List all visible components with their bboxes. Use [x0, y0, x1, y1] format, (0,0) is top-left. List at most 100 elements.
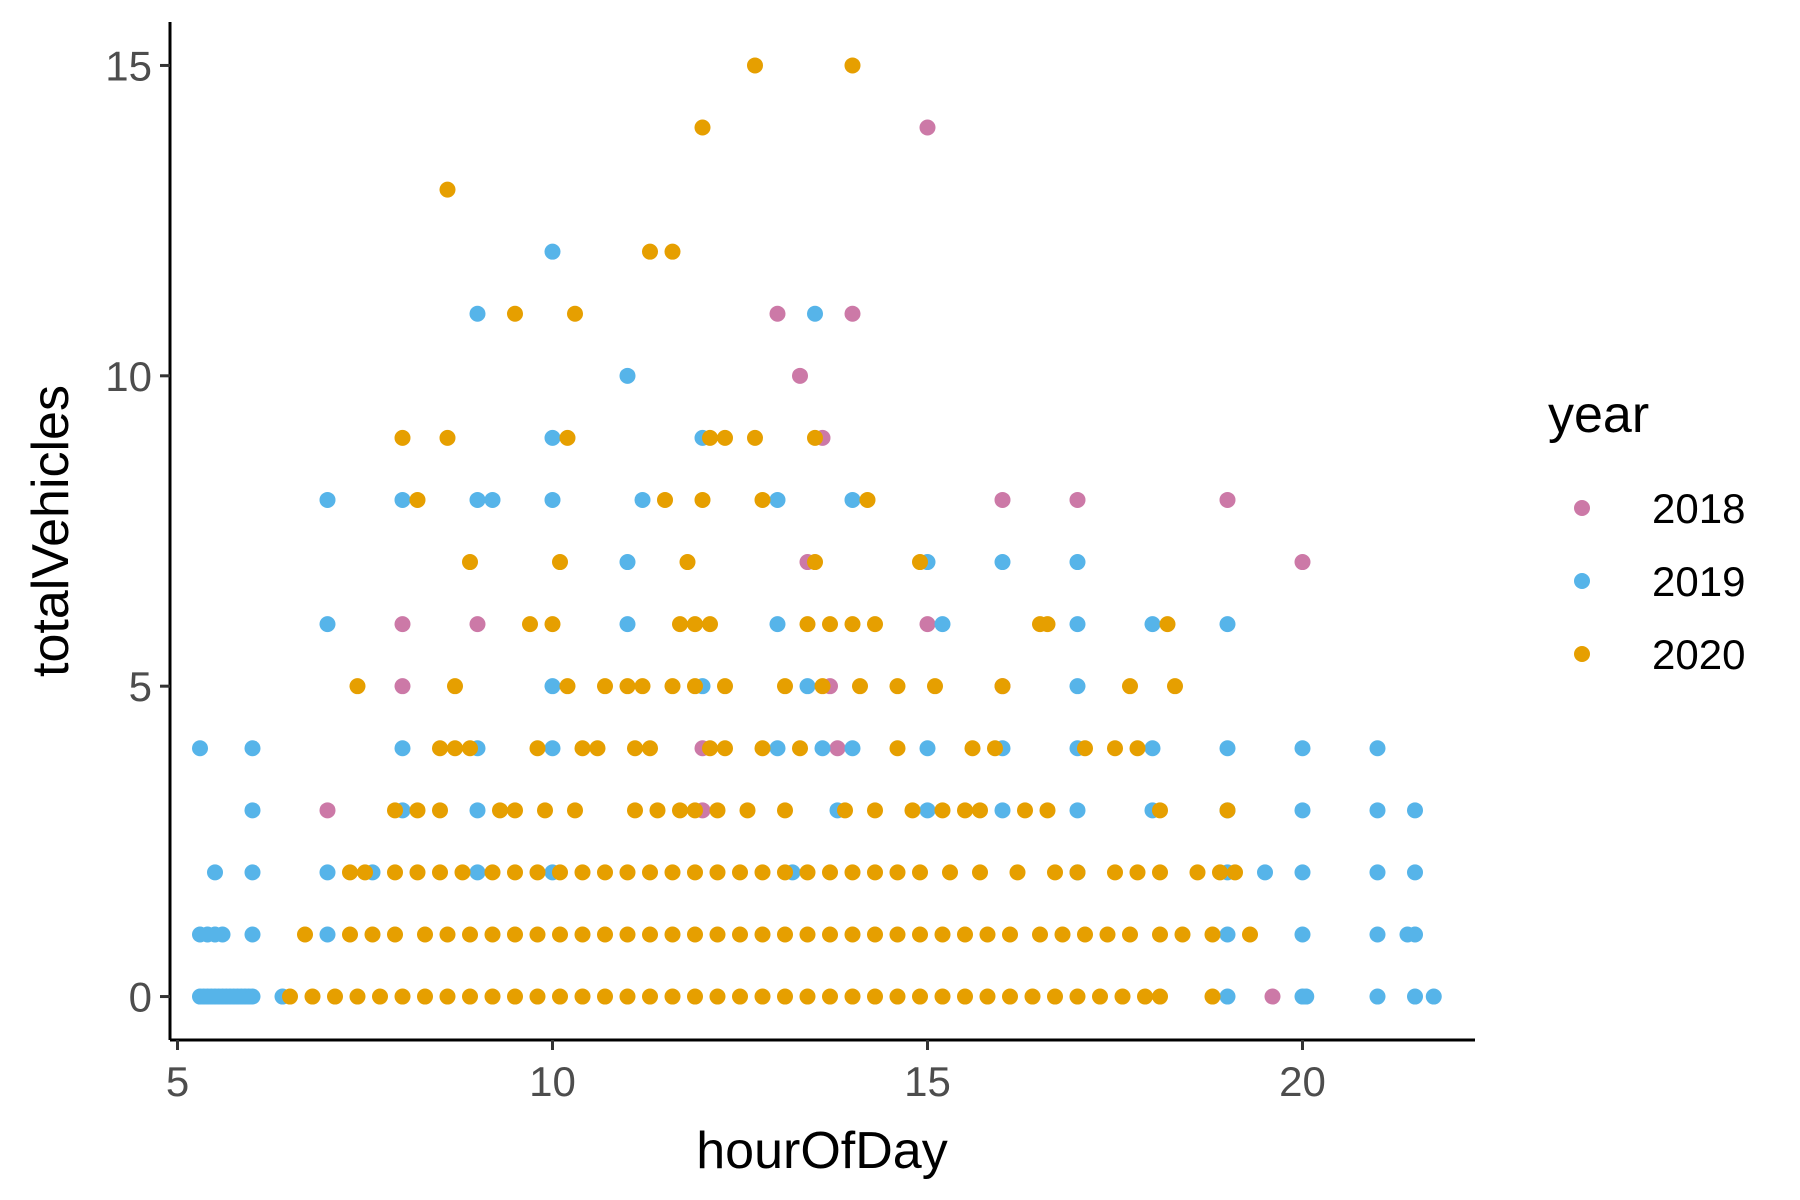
point-2020 [717, 678, 733, 695]
point-2019 [1298, 988, 1315, 1005]
point-2020 [597, 678, 613, 695]
point-2019 [814, 740, 831, 757]
point-2020 [942, 864, 958, 881]
legend-key-2019 [1574, 573, 1590, 589]
x-tick-label: 10 [529, 1058, 576, 1105]
point-2019 [244, 864, 261, 881]
point-2020 [507, 864, 523, 881]
point-2020 [1219, 802, 1236, 819]
point-2020 [799, 616, 816, 633]
point-2019 [1425, 988, 1442, 1005]
point-2020 [432, 802, 448, 819]
legend: year 2018 2019 2020 [1548, 386, 1745, 678]
point-2020 [702, 740, 718, 757]
point-2020 [432, 740, 448, 757]
legend-label-2020: 2020 [1652, 631, 1745, 678]
point-2018 [919, 616, 936, 633]
point-2020 [664, 243, 681, 260]
point-2020 [664, 864, 681, 881]
point-2020 [619, 678, 636, 695]
point-2020 [327, 988, 343, 1005]
point-2020 [1122, 926, 1138, 943]
point-2019 [799, 678, 816, 695]
point-2020 [559, 429, 576, 446]
point-2020 [1039, 802, 1056, 819]
point-2020 [552, 864, 568, 881]
point-2020 [1129, 740, 1146, 757]
point-2020 [1107, 864, 1123, 881]
point-2020 [777, 988, 793, 1005]
point-2020 [1077, 740, 1093, 757]
point-2020 [1122, 678, 1138, 695]
point-2018 [994, 491, 1011, 508]
point-2018 [394, 678, 411, 695]
point-2020 [1099, 926, 1116, 943]
point-2020 [1159, 616, 1176, 633]
point-2019 [319, 616, 336, 633]
point-2020 [844, 57, 861, 74]
point-2019 [319, 864, 336, 881]
point-2020 [1069, 864, 1086, 881]
point-2020 [687, 802, 703, 819]
point-2020 [889, 864, 906, 881]
point-2019 [769, 740, 786, 757]
point-2019 [1219, 616, 1236, 633]
point-2020 [304, 988, 321, 1005]
point-2020 [439, 429, 456, 446]
point-2019 [1144, 740, 1161, 757]
point-2019 [544, 429, 561, 446]
point-2020 [642, 864, 658, 881]
point-2019 [244, 740, 261, 757]
point-2019 [619, 616, 636, 633]
point-2020 [387, 864, 403, 881]
point-2018 [792, 367, 808, 384]
point-2020 [904, 802, 921, 819]
point-2018 [1294, 554, 1311, 571]
point-2020 [342, 926, 358, 943]
point-2020 [642, 740, 658, 757]
point-2020 [889, 678, 906, 695]
point-2020 [454, 864, 471, 881]
point-2020 [837, 802, 853, 819]
point-2018 [1264, 988, 1281, 1005]
point-2020 [777, 864, 793, 881]
point-2020 [574, 864, 591, 881]
y-tick-label: 5 [129, 663, 152, 710]
point-2020 [777, 678, 793, 695]
point-2020 [552, 988, 568, 1005]
point-2020 [1167, 678, 1183, 695]
point-2020 [807, 554, 823, 571]
x-axis-title: hourOfDay [696, 1122, 947, 1180]
axes [168, 22, 1475, 1042]
point-2020 [627, 740, 643, 757]
point-2019 [469, 802, 486, 819]
point-2020 [777, 926, 793, 943]
point-2019 [1219, 926, 1236, 943]
point-2020 [732, 988, 748, 1005]
point-2019 [1069, 616, 1086, 633]
point-2020 [852, 678, 868, 695]
point-2020 [1242, 926, 1258, 943]
point-2020 [642, 243, 658, 260]
point-2020 [717, 429, 733, 446]
point-2020 [822, 988, 838, 1005]
point-2019 [634, 491, 651, 508]
point-2019 [544, 491, 561, 508]
point-2019 [919, 740, 936, 757]
point-2020 [349, 988, 366, 1005]
point-2019 [244, 802, 261, 819]
point-2020 [432, 864, 448, 881]
point-2020 [934, 802, 951, 819]
point-2020 [349, 678, 366, 695]
point-2019 [769, 616, 786, 633]
point-2019 [544, 243, 561, 260]
point-2019 [1369, 926, 1386, 943]
y-axis-title: totalVehicles [22, 385, 80, 677]
point-2020 [567, 802, 583, 819]
point-2020 [754, 740, 771, 757]
point-2019 [1407, 802, 1423, 819]
point-2019 [1294, 864, 1311, 881]
point-2020 [1114, 988, 1131, 1005]
point-2018 [469, 616, 486, 633]
point-2020 [927, 678, 943, 695]
